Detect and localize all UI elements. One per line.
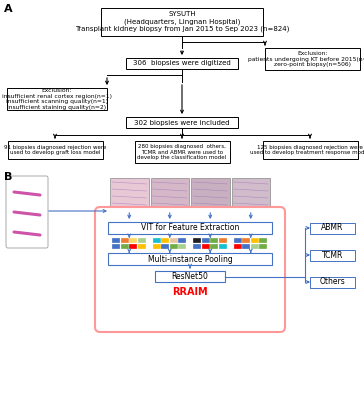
- Bar: [251, 244, 259, 248]
- Bar: [161, 244, 169, 248]
- Bar: [7, 88, 107, 110]
- Text: 91 biopsies diagnosed rejection were
used to develop graft loss model: 91 biopsies diagnosed rejection were use…: [4, 144, 106, 155]
- Text: Exclusion:
insufficient renal cortex region(n=1)
insufficient scanning quality(n: Exclusion: insufficient renal cortex reg…: [2, 88, 112, 110]
- Bar: [219, 244, 227, 248]
- Bar: [153, 238, 161, 243]
- Bar: [242, 238, 250, 243]
- Bar: [310, 250, 355, 260]
- Text: SYSUTH
(Headquarters, Lingnan Hospital)
Transplant kidney biopsy from Jan 2015 t: SYSUTH (Headquarters, Lingnan Hospital) …: [75, 12, 289, 32]
- Text: 302 biopsies were included: 302 biopsies were included: [134, 120, 230, 126]
- Bar: [202, 238, 210, 243]
- Bar: [178, 238, 186, 243]
- Bar: [108, 222, 272, 234]
- Text: B: B: [4, 172, 12, 182]
- Bar: [210, 238, 218, 243]
- Bar: [242, 244, 250, 248]
- Bar: [153, 244, 161, 248]
- Bar: [191, 178, 229, 210]
- Text: RRAIM: RRAIM: [172, 287, 208, 297]
- Bar: [126, 58, 238, 69]
- Bar: [101, 8, 263, 36]
- Bar: [170, 238, 178, 243]
- Text: Multi-instance Pooling: Multi-instance Pooling: [148, 254, 232, 264]
- Bar: [210, 244, 218, 248]
- Text: Exclusion:
patients undergoing KT before 2015(n=12)
zero-point biopsy(n=506): Exclusion: patients undergoing KT before…: [248, 51, 364, 67]
- Bar: [135, 141, 229, 163]
- Bar: [121, 238, 129, 243]
- Text: A: A: [4, 4, 13, 14]
- Bar: [8, 141, 103, 159]
- Bar: [310, 222, 355, 234]
- Bar: [129, 244, 137, 248]
- Bar: [170, 244, 178, 248]
- Bar: [138, 244, 146, 248]
- Bar: [121, 244, 129, 248]
- Text: VIT for Feature Extraction: VIT for Feature Extraction: [141, 224, 239, 232]
- Bar: [234, 244, 242, 248]
- Bar: [262, 141, 357, 159]
- Bar: [150, 178, 189, 210]
- Bar: [138, 238, 146, 243]
- Bar: [161, 238, 169, 243]
- Bar: [310, 276, 355, 288]
- Bar: [259, 244, 267, 248]
- Bar: [108, 253, 272, 265]
- Bar: [129, 238, 137, 243]
- Text: ABMR: ABMR: [321, 224, 344, 232]
- Text: TCMR: TCMR: [322, 250, 343, 260]
- Bar: [193, 244, 201, 248]
- Bar: [178, 244, 186, 248]
- Bar: [265, 48, 360, 70]
- Bar: [251, 238, 259, 243]
- Bar: [259, 238, 267, 243]
- Text: Others: Others: [320, 278, 345, 286]
- Bar: [112, 238, 120, 243]
- FancyBboxPatch shape: [95, 207, 285, 332]
- Bar: [110, 178, 149, 210]
- Bar: [234, 238, 242, 243]
- Text: 125 biopsies diagnosed rejection were
used to develop treatment response model: 125 biopsies diagnosed rejection were us…: [250, 144, 364, 155]
- Bar: [202, 244, 210, 248]
- FancyBboxPatch shape: [6, 176, 48, 248]
- Bar: [126, 117, 238, 128]
- Bar: [155, 271, 225, 282]
- Bar: [112, 244, 120, 248]
- Bar: [232, 178, 270, 210]
- Text: ResNet50: ResNet50: [171, 272, 209, 281]
- Text: 306  biopsies were digitized: 306 biopsies were digitized: [133, 60, 231, 66]
- Text: 280 biopsies diagnosed  others,
TCMR and ABMR were used to
develop the classific: 280 biopsies diagnosed others, TCMR and …: [138, 144, 226, 160]
- Bar: [219, 238, 227, 243]
- Bar: [193, 238, 201, 243]
